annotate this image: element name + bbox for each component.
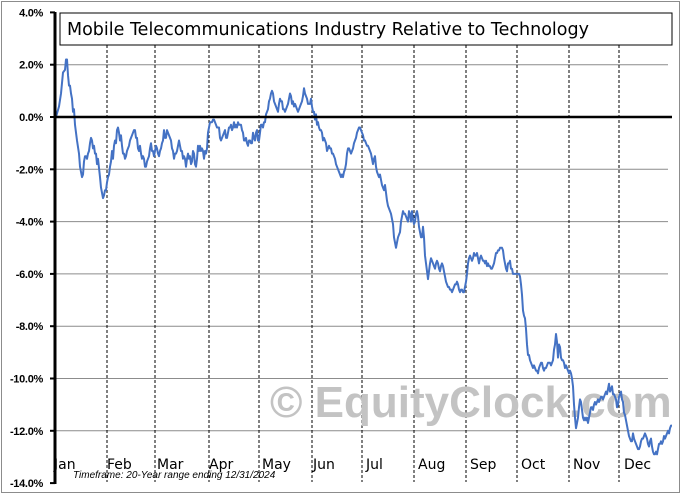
- y-tick-label: 0.0%: [19, 112, 43, 124]
- y-tick-label: -12.0%: [10, 426, 44, 438]
- timeframe-note: Timeframe: 20-Year range ending 12/31/20…: [73, 470, 276, 481]
- month-label: Jul: [365, 457, 383, 473]
- horizontal-gridlines: [50, 11, 668, 485]
- y-tick-label: -6.0%: [16, 269, 44, 281]
- watermark: © EquityClock.com: [270, 378, 672, 427]
- relative-performance-line: [55, 58, 672, 456]
- y-tick-label: 4.0%: [19, 7, 43, 19]
- month-label: Mar: [157, 457, 184, 473]
- y-tick-label: -8.0%: [16, 321, 44, 333]
- month-label: Feb: [107, 457, 132, 473]
- y-tick-label: -10.0%: [10, 374, 44, 386]
- month-label: Aug: [418, 457, 445, 473]
- y-tick-label: -4.0%: [16, 217, 44, 229]
- month-label: Dec: [624, 457, 651, 473]
- y-tick-label: -14.0%: [10, 478, 44, 490]
- title-box: [59, 12, 673, 46]
- x-axis-month-labels: Jan Feb Mar Apr May Jun Jul Aug Sep Oct Nov Dec: [53, 457, 651, 473]
- y-axis-tick-labels: 4.0% 2.0% 0.0% -2.0% -4.0% -6.0% -8.0% -10.0% -1…: [10, 7, 44, 490]
- month-label: Nov: [573, 457, 600, 473]
- y-tick-label: -2.0%: [16, 164, 44, 176]
- month-label: May: [262, 457, 291, 473]
- month-label: Oct: [521, 457, 546, 473]
- chart-title: Mobile Telecommunications Industry Relat…: [67, 20, 589, 40]
- month-label: Apr: [209, 457, 233, 473]
- month-label: Jan: [53, 457, 76, 473]
- month-label: Jun: [312, 457, 335, 473]
- month-label: Sep: [470, 457, 497, 473]
- y-tick-label: 2.0%: [19, 60, 43, 72]
